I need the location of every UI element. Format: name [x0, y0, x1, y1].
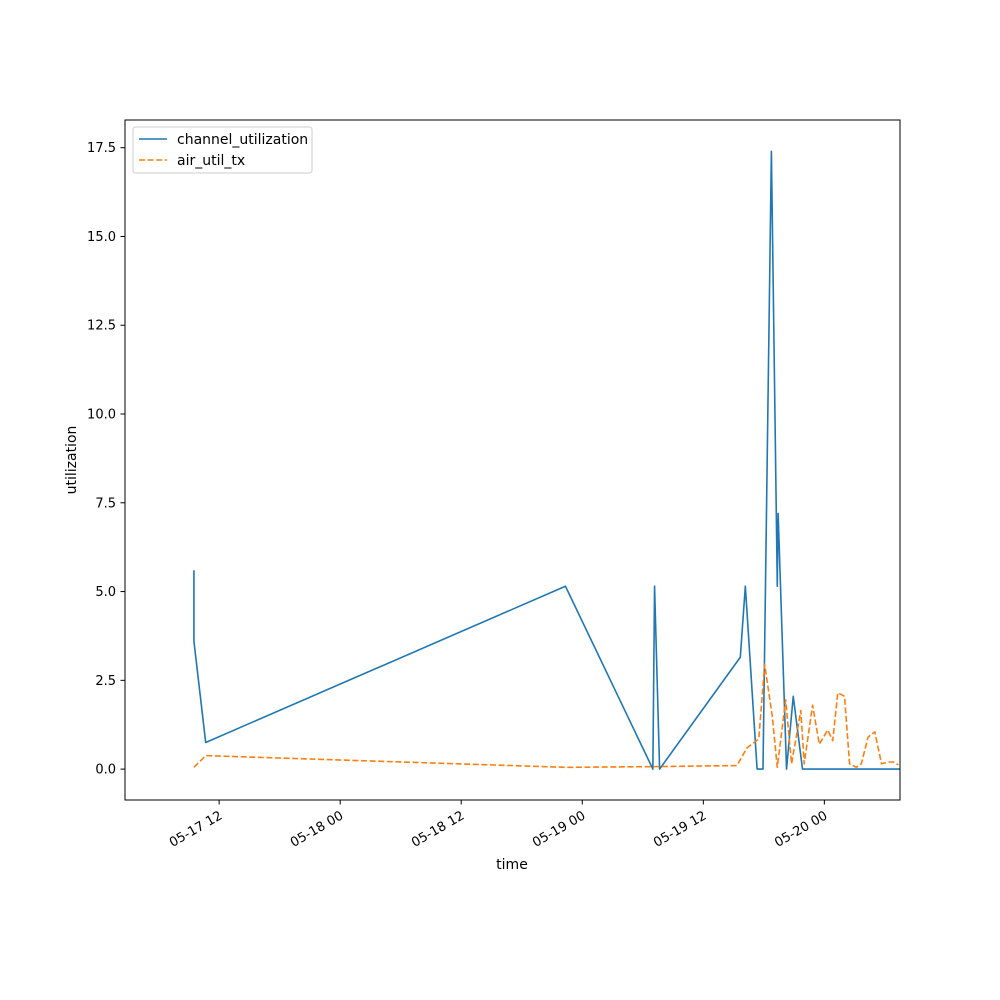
y-tick-label: 17.5	[87, 141, 116, 156]
y-tick-label: 2.5	[95, 674, 116, 689]
series-line-air-util-tx	[193, 663, 899, 769]
y-axis-label: utilization	[64, 426, 80, 495]
plot-area	[124, 119, 901, 801]
y-tick-label: 0.0	[95, 763, 116, 778]
axes-frame	[124, 119, 901, 801]
legend: channel_utilization air_util_tx	[132, 126, 313, 174]
y-axis: 0.0 2.5 5.0 7.5 10.0 12.5 15.0 17.5	[87, 141, 125, 778]
x-axis-label: time	[496, 857, 528, 873]
series-line-channel-utilization	[193, 150, 900, 770]
series-layer	[193, 150, 900, 770]
legend-box	[132, 126, 313, 174]
y-tick-label: 5.0	[95, 585, 116, 600]
y-tick-label: 7.5	[95, 496, 116, 511]
legend-label-channel-utilization: channel_utilization	[177, 132, 308, 148]
y-tick-label: 12.5	[87, 319, 116, 334]
y-tick-label: 10.0	[87, 408, 116, 423]
y-tick-label: 15.0	[87, 230, 116, 245]
legend-label-air-util-tx: air_util_tx	[177, 153, 245, 169]
